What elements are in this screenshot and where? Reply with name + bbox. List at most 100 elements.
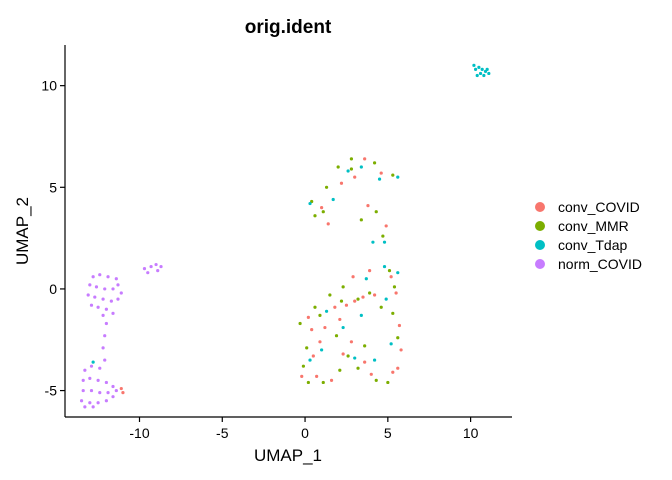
- point-conv_COVID-29: [315, 374, 319, 378]
- point-conv_Tdap-24: [308, 358, 312, 362]
- legend-label-conv_Tdap: conv_Tdap: [558, 237, 627, 253]
- point-norm_COVID-2: [106, 275, 110, 279]
- x-ticks: -10 -5 0 5 10: [129, 417, 479, 441]
- point-norm_COVID-1: [98, 273, 102, 277]
- point-conv_MMR-21: [306, 380, 310, 385]
- point-norm_COVID-33: [81, 378, 85, 383]
- point-conv_Tdap-17: [382, 240, 387, 244]
- point-norm_COVID-40: [98, 391, 102, 395]
- point-conv_Tdap-6: [480, 67, 484, 71]
- point-norm_COVID-7: [111, 287, 115, 291]
- point-conv_COVID-3: [379, 171, 383, 175]
- point-norm_COVID-44: [88, 401, 92, 405]
- point-conv_MMR-24: [356, 366, 360, 370]
- y-tick-label-3: 10: [41, 78, 57, 94]
- point-norm_COVID-14: [96, 305, 100, 309]
- point-conv_MMR-7: [321, 210, 325, 214]
- point-conv_MMR-12: [387, 269, 392, 273]
- point-conv_COVID-30: [300, 374, 304, 378]
- point-conv_COVID-16: [397, 323, 402, 328]
- point-conv_MMR-23: [338, 368, 342, 372]
- point-norm_COVID-46: [104, 399, 108, 403]
- point-norm_COVID-28: [101, 346, 105, 350]
- point-conv_MMR-0: [336, 165, 340, 169]
- point-conv_Tdap-9: [485, 67, 489, 71]
- point-norm_COVID-26: [104, 321, 108, 326]
- point-conv_COVID-26: [311, 354, 315, 358]
- point-conv_COVID-7: [384, 224, 388, 228]
- point-norm_COVID-21: [149, 264, 153, 269]
- point-conv_MMR-27: [396, 336, 400, 340]
- point-conv_COVID-1: [353, 175, 357, 179]
- point-conv_MMR-22: [321, 380, 325, 385]
- point-conv_COVID-15: [394, 291, 398, 295]
- point-conv_MMR-13: [392, 285, 397, 289]
- point-conv_MMR-32: [318, 313, 322, 317]
- point-conv_MMR-2: [372, 161, 377, 165]
- point-conv_Tdap-1: [477, 65, 481, 69]
- point-norm_COVID-25: [156, 269, 160, 273]
- point-conv_COVID-5: [326, 222, 330, 226]
- point-conv_Tdap-27: [341, 325, 345, 330]
- point-conv_MMR-15: [356, 297, 360, 301]
- point-conv_COVID-17: [399, 348, 403, 352]
- point-conv_Tdap-4: [487, 71, 491, 76]
- point-conv_Tdap-21: [384, 297, 388, 301]
- point-norm_COVID-11: [101, 297, 105, 301]
- x-tick-label-0: -10: [129, 425, 149, 441]
- point-conv_MMR-17: [313, 305, 317, 309]
- point-norm_COVID-22: [154, 262, 158, 267]
- point-conv_COVID-20: [363, 360, 367, 364]
- point-norm_COVID-4: [88, 283, 92, 287]
- point-conv_COVID-4: [339, 181, 344, 185]
- point-conv_MMR-33: [339, 299, 344, 303]
- point-conv_MMR-25: [374, 378, 378, 383]
- point-conv_COVID-11: [372, 293, 377, 297]
- point-conv_COVID-13: [338, 317, 342, 322]
- point-conv_COVID-35: [119, 386, 123, 391]
- point-conv_COVID-33: [368, 269, 372, 273]
- point-conv_MMR-10: [381, 234, 385, 238]
- y-axis-label: UMAP_2: [13, 197, 32, 265]
- point-conv_MMR-34: [368, 291, 372, 295]
- x-axis-label: UMAP_1: [254, 446, 322, 465]
- y-tick-label-0: -5: [45, 383, 58, 399]
- point-conv_Tdap-7: [472, 63, 476, 67]
- point-conv_Tdap-22: [353, 356, 357, 360]
- point-conv_COVID-12: [333, 305, 337, 309]
- point-conv_MMR-20: [301, 364, 305, 368]
- point-conv_COVID-25: [318, 340, 322, 344]
- point-norm_COVID-0: [91, 275, 95, 279]
- point-conv_Tdap-18: [364, 277, 368, 281]
- legend: conv_COVID conv_MMR conv_Tdap norm_COVID: [535, 199, 642, 272]
- point-norm_COVID-31: [89, 364, 94, 368]
- point-conv_MMR-14: [379, 305, 383, 309]
- point-norm_COVID-10: [93, 295, 97, 299]
- point-conv_Tdap-19: [382, 264, 387, 269]
- legend-label-norm_COVID: norm_COVID: [558, 256, 642, 272]
- point-conv_Tdap-15: [396, 175, 400, 179]
- point-norm_COVID-38: [81, 388, 85, 393]
- chart-title: orig.ident: [245, 17, 332, 38]
- legend-label-conv_MMR: conv_MMR: [558, 218, 629, 234]
- y-ticks: -5 0 5 10: [41, 78, 65, 399]
- legend-key-conv_COVID: [535, 202, 545, 212]
- point-conv_COVID-19: [391, 370, 395, 374]
- point-conv_COVID-28: [329, 378, 334, 383]
- point-conv_COVID-21: [369, 372, 373, 376]
- x-tick-label-1: -5: [216, 425, 229, 441]
- point-norm_COVID-12: [109, 299, 113, 303]
- point-norm_COVID-34: [88, 376, 92, 380]
- legend-key-conv_MMR: [535, 221, 545, 231]
- point-norm_COVID-3: [114, 277, 118, 281]
- y-tick-label-2: 5: [49, 179, 57, 195]
- point-norm_COVID-13: [116, 297, 120, 301]
- point-conv_MMR-8: [374, 210, 378, 214]
- point-conv_COVID-34: [121, 391, 125, 395]
- point-norm_COVID-32: [98, 366, 102, 370]
- point-norm_COVID-20: [142, 267, 147, 271]
- point-conv_COVID-8: [344, 303, 349, 307]
- point-conv_Tdap-23: [320, 348, 324, 352]
- point-norm_COVID-29: [103, 358, 107, 362]
